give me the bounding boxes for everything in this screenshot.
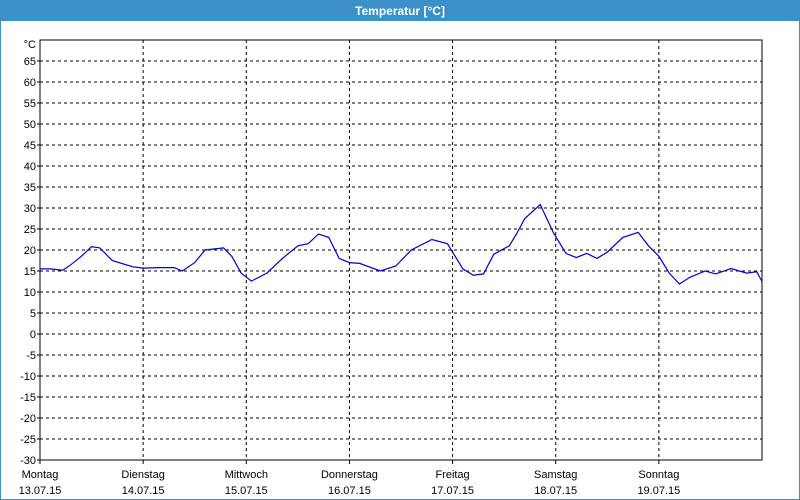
y-tick-label: 45 (24, 140, 36, 152)
y-tick-label: 30 (24, 203, 36, 215)
x-tick-day-label: Freitag (435, 469, 469, 481)
x-tick-day-label: Donnerstag (321, 469, 378, 481)
y-tick-label: 60 (24, 77, 36, 89)
x-tick-date-label: 13.07.15 (19, 485, 62, 497)
y-tick-label: 20 (24, 245, 36, 257)
y-axis-unit-label: °C (24, 39, 36, 51)
y-tick-label: -25 (20, 434, 36, 446)
y-tick-label: 10 (24, 287, 36, 299)
x-tick-date-label: 15.07.15 (225, 485, 268, 497)
y-tick-label: -5 (26, 350, 36, 362)
x-tick-day-label: Dienstag (121, 469, 164, 481)
y-tick-label: 15 (24, 266, 36, 278)
x-tick-date-label: 18.07.15 (534, 485, 577, 497)
x-tick-date-label: 16.07.15 (328, 485, 371, 497)
y-axis-ticks: 65605550454035302520151050-5-10-15-20-25… (20, 56, 40, 467)
temperature-series-line (40, 203, 763, 285)
grid-lines (40, 40, 762, 460)
y-tick-label: -10 (20, 371, 36, 383)
chart-title: Temperatur [°C] (1, 1, 799, 21)
x-tick-date-label: 19.07.15 (637, 485, 680, 497)
x-axis-ticks: Montag 13.07.15 Dienstag 14.07.15 Mittwoch 15… (19, 460, 680, 497)
x-tick-date-label: 14.07.15 (122, 485, 165, 497)
x-tick-day-label: Montag (22, 469, 59, 481)
y-tick-label: -20 (20, 413, 36, 425)
x-tick-day-label: Mittwoch (225, 469, 268, 481)
y-tick-label: 5 (30, 308, 36, 320)
y-tick-label: 35 (24, 182, 36, 194)
y-tick-label: 50 (24, 119, 36, 131)
y-tick-label: -30 (20, 455, 36, 467)
y-tick-label: 40 (24, 161, 36, 173)
y-tick-label: -15 (20, 392, 36, 404)
y-tick-label: 0 (30, 329, 36, 341)
y-tick-label: 55 (24, 98, 36, 110)
x-tick-day-label: Sonntag (638, 469, 679, 481)
x-tick-date-label: 17.07.15 (431, 485, 474, 497)
y-tick-label: 65 (24, 56, 36, 68)
y-tick-label: 25 (24, 224, 36, 236)
x-tick-day-label: Samstag (534, 469, 577, 481)
